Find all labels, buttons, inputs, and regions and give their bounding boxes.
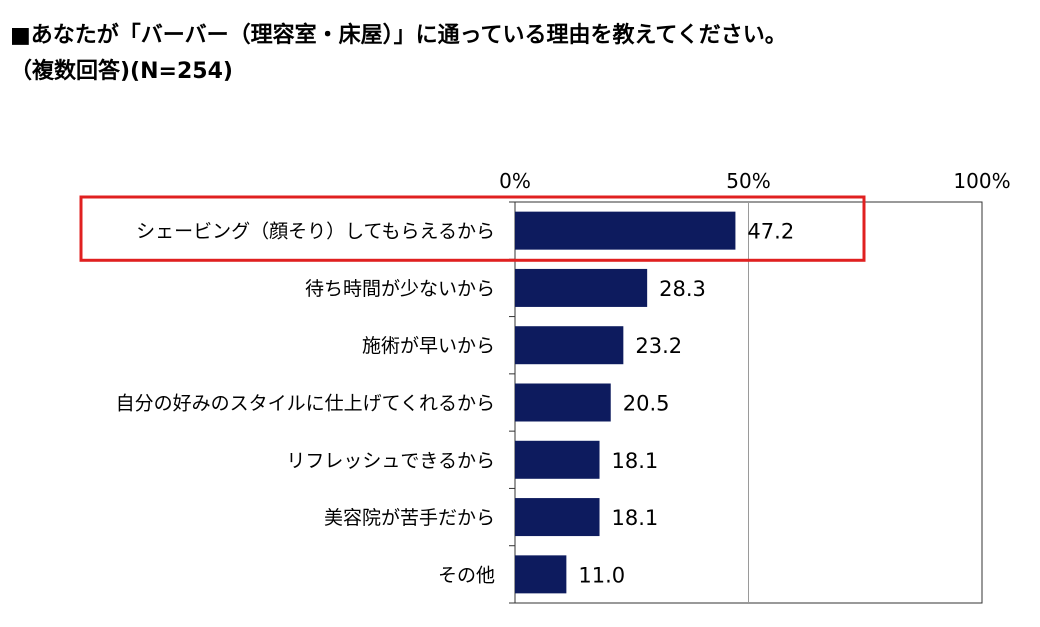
x-tick-label-1: 50% [726, 169, 770, 193]
category-label-0: シェービング（顔そり）してもらえるから [136, 221, 495, 243]
highlight-box [79, 195, 866, 262]
x-tick-label-2: 100% [953, 169, 1010, 193]
category-label-1: 待ち時間が少ないから [305, 278, 495, 300]
x-tick-label-0: 0% [499, 169, 531, 193]
value-label-0: 47.2 [747, 220, 794, 244]
category-label-4: リフレッシュできるから [286, 450, 495, 472]
bar-4 [515, 440, 600, 479]
value-label-1: 28.3 [659, 277, 706, 301]
value-label-6: 11.0 [578, 563, 625, 587]
chart-title: ■あなたが「バーバー（理容室・床屋）」に通っている理由を教えてください。 [10, 23, 787, 48]
category-label-2: 施術が早いから [362, 335, 495, 357]
bar-0 [515, 211, 736, 250]
value-label-2: 23.2 [635, 334, 682, 358]
category-label-6: その他 [438, 564, 495, 586]
bar-6 [515, 555, 567, 594]
category-label-5: 美容院が苦手だから [324, 507, 495, 529]
bar-3 [515, 383, 611, 422]
value-label-4: 18.1 [612, 449, 659, 473]
bar-1 [515, 268, 648, 307]
chart-subtitle: （複数回答)(N=254) [10, 59, 233, 84]
value-label-3: 20.5 [623, 392, 670, 416]
value-label-5: 18.1 [612, 506, 659, 530]
bar-5 [515, 498, 600, 537]
category-label-3: 自分の好みのスタイルに仕上げてくれるから [116, 393, 495, 415]
bar-2 [515, 326, 624, 365]
